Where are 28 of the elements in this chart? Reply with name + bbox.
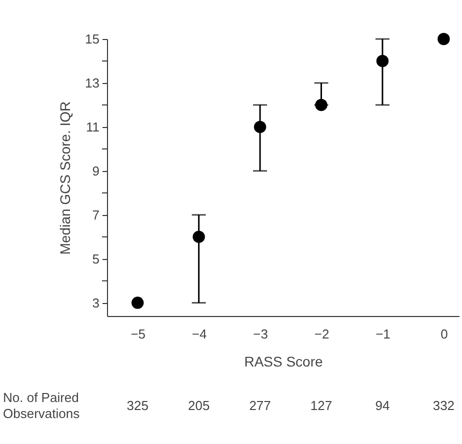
x-tick-label: −2 <box>314 326 330 342</box>
point <box>254 120 266 134</box>
text: No. of Paired Observations <box>3 390 80 421</box>
x-tick-label: −3 <box>253 326 268 342</box>
point <box>131 296 144 309</box>
text: 332 <box>432 398 455 413</box>
text: 94 <box>375 398 390 413</box>
point <box>192 230 205 243</box>
point <box>438 32 450 46</box>
y-axis-title: Median GCS Score. IQR <box>57 101 74 255</box>
text: 127 <box>310 398 332 413</box>
point <box>315 98 328 112</box>
y-tick-label: 5 <box>92 251 100 266</box>
y-tick-label: 9 <box>92 163 100 178</box>
y-tick-label: 11 <box>86 119 100 134</box>
x-tick-label: 0 <box>440 326 448 342</box>
x-axis-title: RASS Score <box>244 354 324 370</box>
text: 277 <box>249 398 271 413</box>
y-tick-label: 13 <box>85 75 100 90</box>
y-tick-label: 3 <box>92 295 100 310</box>
text: 325 <box>126 398 148 413</box>
y-tick-label: 7 <box>92 207 100 222</box>
point <box>376 54 389 68</box>
x-tick-label: −5 <box>130 326 146 342</box>
text: 205 <box>188 398 210 413</box>
y-tick-label: 15 <box>85 32 100 46</box>
x-tick-label: −1 <box>376 326 390 342</box>
x-tick-label: −4 <box>192 326 207 342</box>
